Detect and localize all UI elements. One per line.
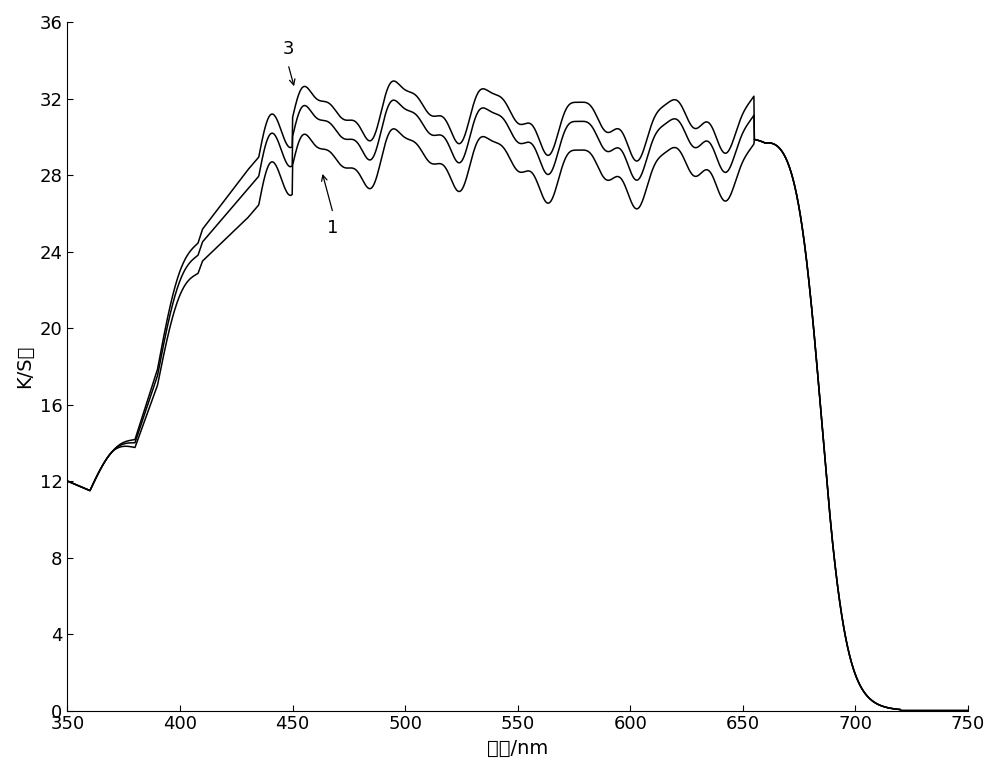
Text: 3: 3 xyxy=(282,40,294,58)
X-axis label: 波长/nm: 波长/nm xyxy=(487,739,548,758)
Y-axis label: K/S值: K/S值 xyxy=(15,345,34,388)
Text: 1: 1 xyxy=(327,219,339,237)
